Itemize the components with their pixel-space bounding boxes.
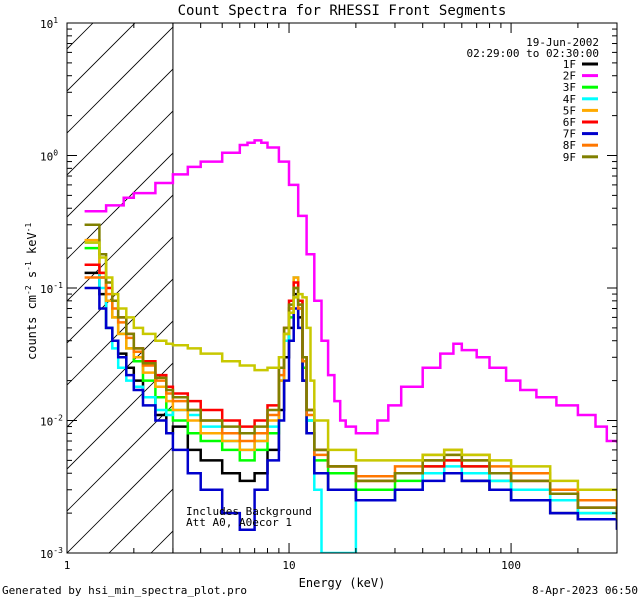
legend-label: 1F [563, 58, 576, 71]
y-tick-label: 10-1 [40, 281, 63, 296]
time-range-label: 02:29:00 to 02:30:00 [467, 47, 599, 60]
footer-left: Generated by hsi_min_spectra_plot.pro [2, 584, 247, 597]
annotation-attenuator: Att A0, A0ecor 1 [186, 516, 292, 529]
y-tick-exp: -2 [53, 414, 63, 423]
y-label-exp-1: -2 [24, 285, 33, 295]
y-label-s: s [25, 271, 39, 285]
y-tick-base: 10 [40, 151, 53, 164]
hatch-line [67, 404, 173, 512]
y-axis-label: counts cm-2 s-1 keV-1 [24, 223, 39, 360]
legend-label: 4F [563, 93, 576, 106]
x-tick-label: 10 [282, 559, 295, 572]
date-label: 19-Jun-2002 [526, 36, 599, 49]
y-tick-exp: -1 [53, 281, 63, 290]
hatch-line [571, 23, 640, 553]
series-layer [84, 139, 617, 553]
hatch-line [67, 278, 173, 386]
hatch-line [67, 362, 173, 470]
y-tick-base: 10 [40, 548, 53, 561]
y-tick-label: 100 [40, 149, 58, 164]
y-tick-label: 10-3 [40, 546, 63, 561]
hatch-line [67, 68, 173, 176]
hatch-line [67, 236, 173, 344]
y-tick-base: 10 [40, 18, 53, 31]
x-tick-label: 1 [64, 559, 71, 572]
legend-label: 2F [563, 70, 576, 83]
y-tick-label: 10-2 [40, 414, 63, 429]
y-tick-exp: 1 [53, 16, 58, 25]
series-line-9F [84, 223, 617, 520]
series-line-7F [84, 286, 617, 531]
legend-label: 5F [563, 104, 576, 117]
y-tick-label: 101 [40, 16, 58, 31]
legend-label: 3F [563, 81, 576, 94]
series-line-1F [84, 271, 617, 530]
y-tick-base: 10 [40, 416, 53, 429]
legend-label: 9F [563, 151, 576, 164]
hatch-line [67, 194, 173, 302]
annotation-background: Includes Background [186, 505, 312, 518]
x-axis-label: Energy (keV) [299, 576, 386, 590]
hatch-line [67, 446, 173, 553]
series-line-background [84, 241, 617, 501]
y-label-exp-3: -1 [24, 223, 33, 233]
chart-title: Count Spectra for RHESSI Front Segments [178, 3, 507, 19]
series-line-2F [84, 139, 617, 443]
y-label-main: counts cm [25, 295, 39, 360]
y-label-kev: keV [25, 232, 39, 261]
y-tick-base: 10 [40, 283, 53, 296]
legend-label: 7F [563, 128, 576, 141]
hatch-line [67, 26, 173, 134]
y-tick-exp: 0 [53, 149, 58, 158]
series-line-3F [84, 246, 617, 520]
footer-right: 8-Apr-2023 06:50 [532, 584, 638, 597]
legend-label: 6F [563, 116, 576, 129]
y-tick-exp: -3 [53, 546, 63, 555]
x-tick-label: 100 [501, 559, 521, 572]
y-label-exp-2: -1 [24, 261, 33, 271]
legend-label: 8F [563, 139, 576, 152]
